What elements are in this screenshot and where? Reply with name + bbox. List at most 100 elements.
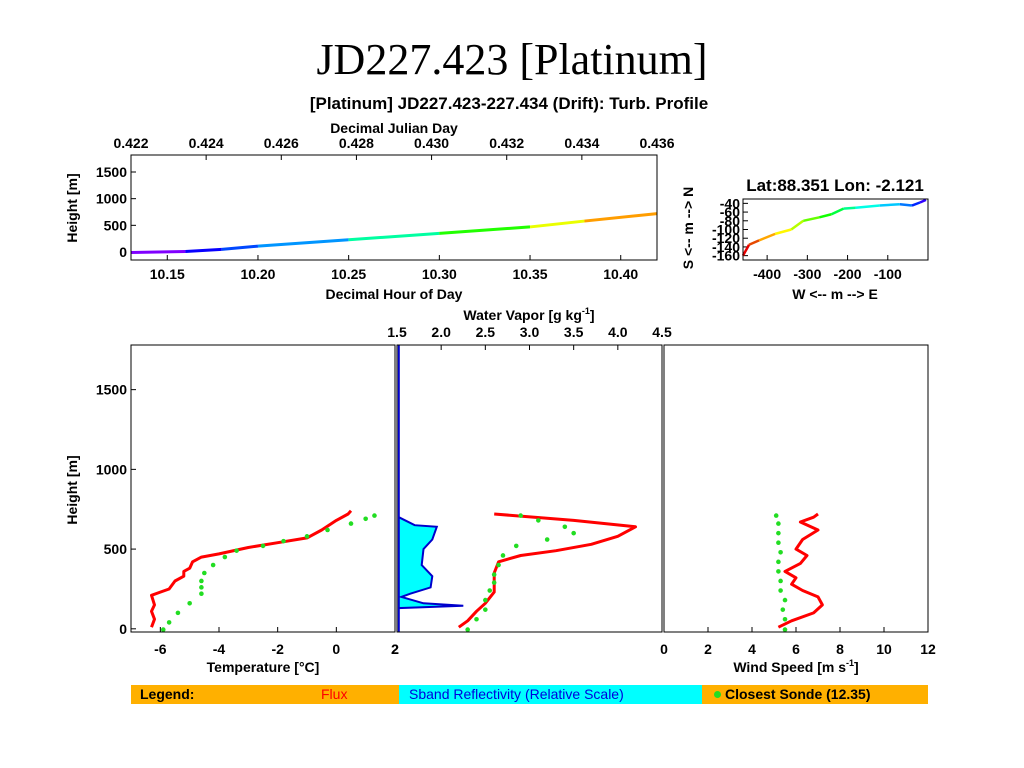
hour-tick-label: 10.30 <box>422 266 457 282</box>
track-y-tick-label: -100 <box>712 222 740 238</box>
sonde-point <box>776 521 781 526</box>
sonde-point <box>776 559 781 565</box>
sonde-point <box>199 591 204 597</box>
wind-x-tick-label: 12 <box>920 641 936 657</box>
wv-x-tick-label: 2.5 <box>476 324 496 340</box>
track-segment <box>911 201 921 207</box>
track-y-tick-label: -40 <box>720 195 740 211</box>
legend-sonde-label: Closest Sonde (12.35) <box>725 686 871 702</box>
hour-tick-label: 10.20 <box>240 266 275 282</box>
temperature-frame <box>130 344 396 633</box>
track-x-tick-label: -200 <box>834 266 862 282</box>
julian-day-tick-label: 0.422 <box>113 135 148 151</box>
sonde-point <box>160 627 166 632</box>
height-tick-label: 1500 <box>96 164 127 180</box>
timeseries-segment <box>257 238 349 248</box>
hour-tick-label: 10.15 <box>150 266 185 282</box>
timeseries-segment <box>348 231 440 242</box>
track-segment <box>774 228 792 236</box>
timeseries-line <box>130 212 658 255</box>
wind-x-label: Wind Speed [m s-1] <box>733 658 858 675</box>
sonde-point <box>465 627 470 632</box>
top-axis-label: Decimal Julian Day <box>330 120 458 136</box>
temp-height-tick-label: 1000 <box>96 461 127 477</box>
sonde-point <box>348 521 354 526</box>
legend-flux: Flux <box>321 686 348 702</box>
track-segment <box>819 213 832 219</box>
flux-line <box>777 512 824 629</box>
sonde-point <box>202 570 207 576</box>
wv-x-tick-label: 3.5 <box>564 324 584 340</box>
sonde-point <box>187 601 192 606</box>
track-y-tick-label: -60 <box>720 204 740 220</box>
track-segment <box>758 232 776 242</box>
sonde-point <box>491 580 497 585</box>
sonde-point <box>571 530 576 536</box>
track-segment <box>843 206 856 210</box>
sonde-point <box>372 513 377 518</box>
wv-x-tick-label: 3.0 <box>520 324 540 340</box>
track-y-tick-label: -80 <box>720 213 740 229</box>
height-tick-label: 1000 <box>96 191 127 207</box>
timeseries-segment <box>439 225 531 235</box>
track-segment <box>879 202 900 207</box>
track-x-tick-label: -100 <box>874 266 902 282</box>
legend-bar: Legend: Flux Sband Reflectivity (Relativ… <box>131 685 928 704</box>
sonde-point <box>363 516 368 522</box>
chart-title: [Platinum] JD227.423-227.434 (Drift): Tu… <box>310 94 708 113</box>
wind-x-tick-label: 6 <box>792 641 800 657</box>
water-vapor-label: Water Vapor [g kg-1] <box>463 306 594 323</box>
legend-label: Legend: <box>140 686 195 702</box>
sonde-point <box>491 572 497 577</box>
y-axis-label: Height [m] <box>64 173 80 242</box>
track-segment <box>919 198 927 204</box>
sonde-point <box>487 588 493 593</box>
sonde-point <box>782 597 788 603</box>
hour-tick-label: 10.35 <box>513 266 548 282</box>
sonde-point <box>513 543 519 549</box>
sonde-point <box>483 607 488 612</box>
temp-height-tick-label: 1500 <box>96 382 127 398</box>
sonde-point <box>780 607 786 612</box>
sonde-point <box>776 569 781 574</box>
track-segment <box>855 204 880 209</box>
temp-x-label: Temperature [°C] <box>207 659 320 675</box>
wv-x-tick-label: 2.0 <box>431 324 451 340</box>
wind-series <box>773 512 824 632</box>
track-segment <box>830 207 845 216</box>
temp-y-label: Height [m] <box>64 455 80 524</box>
sonde-point <box>281 538 286 544</box>
track-segment <box>741 244 751 257</box>
sonde-point <box>199 585 204 590</box>
legend-sonde: Closest Sonde (12.35) <box>714 686 871 702</box>
julian-day-tick-label: 0.436 <box>639 135 674 151</box>
temp-x-tick-label: -6 <box>154 641 167 657</box>
sonde-point <box>778 588 783 593</box>
track-title: Lat:88.351 Lon: -2.121 <box>746 176 924 195</box>
julian-day-tick-label: 0.434 <box>564 135 599 151</box>
sband-area <box>397 345 464 632</box>
sonde-point <box>776 540 781 546</box>
sonde-point <box>562 524 568 530</box>
sonde-point <box>474 616 479 622</box>
height-tick-label: 500 <box>104 217 128 233</box>
sonde-point <box>166 620 172 625</box>
water-vapor-series <box>397 345 637 632</box>
timeseries-segment <box>130 249 186 255</box>
sonde-point <box>500 553 506 558</box>
timeseries-frame <box>130 154 658 261</box>
track-y-tick-label: -160 <box>712 248 740 264</box>
sonde-point <box>773 513 779 518</box>
track-y-label: S <-- m --> N <box>680 187 696 269</box>
track-segment <box>899 202 913 207</box>
julian-day-tick-label: 0.426 <box>264 135 299 151</box>
wind-frame <box>663 344 929 633</box>
track-x-label: W <-- m --> E <box>792 286 878 302</box>
track-segment <box>790 219 805 231</box>
sonde-point <box>536 518 541 523</box>
flux-line <box>150 509 353 628</box>
wind-x-tick-label: 8 <box>836 641 844 657</box>
sonde-point <box>782 627 788 632</box>
track-y-tick-label: -140 <box>712 239 740 255</box>
